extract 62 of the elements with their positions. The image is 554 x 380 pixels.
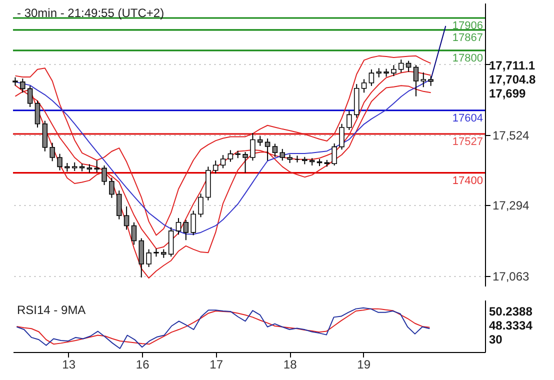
candlestick	[109, 177, 114, 198]
candlestick	[57, 153, 62, 171]
candlestick	[332, 142, 337, 166]
candlestick	[198, 193, 204, 218]
candlestick	[406, 60, 412, 72]
ref-line-label: 17400	[452, 174, 483, 187]
candlestick	[398, 59, 404, 73]
candlestick	[183, 219, 189, 241]
candlestick	[34, 100, 40, 128]
candlestick	[20, 78, 26, 94]
candlestick	[428, 76, 434, 86]
candlestick	[361, 78, 367, 94]
x-tick-label: 13	[62, 358, 76, 372]
y-tick-label: 17,294	[492, 198, 530, 213]
candlestick	[346, 110, 352, 130]
candlestick	[272, 143, 278, 158]
x-tick-label: 16	[136, 358, 150, 372]
candlestick	[228, 150, 234, 162]
candlestick	[176, 218, 182, 236]
candlestick	[146, 248, 152, 268]
candlestick	[190, 210, 196, 236]
chart-title: RSI14 - 9MA	[17, 303, 86, 317]
candlestick	[391, 64, 396, 77]
candlestick	[250, 132, 256, 162]
candlestick	[264, 138, 270, 162]
candlestick	[212, 160, 218, 174]
candlestick	[413, 64, 419, 97]
candlestick	[131, 222, 137, 246]
candlestick	[368, 68, 374, 86]
candlestick	[94, 160, 100, 173]
candlestick	[339, 123, 344, 150]
candlestick	[124, 206, 130, 230]
text: 17,711.1	[489, 58, 536, 72]
text: 17,699	[489, 86, 526, 100]
chart-title: - 30min - 21:49:55 (UTC+2)	[17, 6, 164, 20]
candlestick	[258, 136, 263, 146]
text: 17,704.8	[489, 72, 536, 86]
candlestick	[168, 226, 174, 258]
x-tick-label: 19	[357, 358, 371, 372]
candlestick	[102, 164, 107, 186]
text: 50.2388	[489, 304, 533, 318]
text: 30	[489, 332, 503, 346]
candlestick	[42, 120, 48, 152]
candlestick	[280, 148, 286, 162]
ref-line-label: 17800	[452, 52, 483, 64]
candlestick	[220, 154, 226, 169]
ref-line-label: 17867	[452, 32, 483, 44]
x-tick-label: 18	[283, 358, 298, 372]
candlestick	[420, 72, 426, 88]
candlestick	[376, 68, 382, 78]
text: 48.3334	[489, 318, 533, 332]
y-tick-label: 17,063	[492, 269, 530, 284]
ref-line-label: 17604	[452, 112, 483, 124]
candlestick	[27, 85, 33, 108]
candlestick	[242, 151, 248, 174]
y-tick-label: 17,524	[492, 128, 530, 142]
candlestick	[116, 190, 122, 220]
x-tick-label: 17	[210, 358, 224, 372]
candlestick	[138, 238, 144, 278]
ref-line-label: 17527	[452, 136, 483, 148]
ref-line-label: 17906	[452, 20, 483, 32]
candlestick	[50, 142, 55, 162]
